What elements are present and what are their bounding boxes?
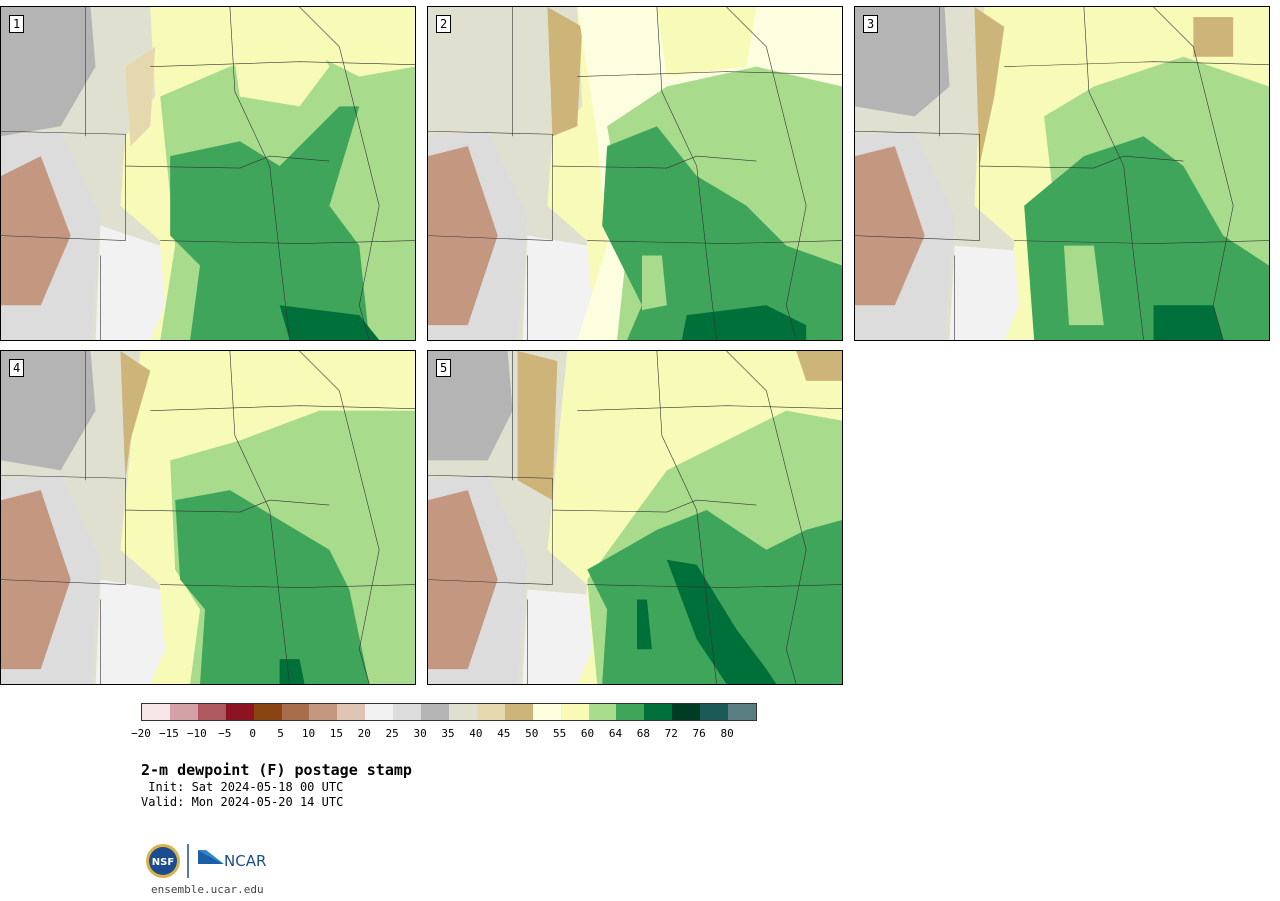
- colorbar-swatch: [616, 704, 645, 720]
- colorbar-tick-label: 15: [329, 727, 343, 740]
- colorbar-swatch: [197, 704, 226, 720]
- chart-title: 2-m dewpoint (F) postage stamp: [141, 761, 412, 779]
- colorbar-tick-label: 76: [692, 727, 706, 740]
- colorbar-swatch: [225, 704, 254, 720]
- colorbar-tick-label: −5: [218, 727, 232, 740]
- colorbar-swatch: [448, 704, 477, 720]
- colorbar-swatch: [253, 704, 282, 720]
- colorbar-tick-label: 68: [636, 727, 650, 740]
- colorbar-tick-label: 5: [277, 727, 284, 740]
- map-panel-3: 3: [854, 6, 1270, 341]
- colorbar-swatch: [644, 704, 673, 720]
- colorbar-tick-label: 30: [413, 727, 427, 740]
- colorbar-tick-label: −10: [186, 727, 207, 740]
- colorbar-tick-label: 55: [553, 727, 567, 740]
- colorbar-swatch: [532, 704, 561, 720]
- dewpoint-map-1: [1, 7, 415, 340]
- panel-label: 4: [9, 359, 25, 377]
- panel-label: 3: [863, 15, 879, 33]
- panel-label: 5: [436, 359, 452, 377]
- colorbar-tick-label: 60: [580, 727, 595, 740]
- colorbar-swatch: [728, 704, 756, 720]
- colorbar-tick-label: 72: [664, 727, 678, 740]
- colorbar-tick-label: −20: [131, 727, 151, 740]
- nsf-logo-text: NSF: [152, 857, 174, 868]
- colorbar-swatch: [560, 704, 589, 720]
- map-panel-4: 4: [0, 350, 416, 685]
- colorbar-tick-label: 40: [469, 727, 483, 740]
- colorbar-swatch: [169, 704, 198, 720]
- map-panel-1: 1: [0, 6, 416, 341]
- colorbar-tick-label: 50: [525, 727, 539, 740]
- colorbar-swatch: [142, 704, 170, 720]
- colorbar-swatch: [281, 704, 310, 720]
- colorbar-swatch: [588, 704, 617, 720]
- dewpoint-map-4: [1, 351, 415, 684]
- colorbar-swatch: [365, 704, 394, 720]
- panel-label: 1: [9, 15, 25, 33]
- colorbar-tick-label: 25: [385, 727, 399, 740]
- ncar-logo-text: NCAR: [224, 852, 266, 870]
- colorbar-swatch: [476, 704, 505, 720]
- colorbar-ticks: −20 −15 −10 −5 0 5 10 15 20 25 30 35 40 45 50 55 60 64 68 7…: [131, 727, 757, 741]
- colorbar-tick-label: 10: [301, 727, 316, 740]
- colorbar-tick-label: 20: [357, 727, 371, 740]
- nsf-ncar-logo: NSF NCAR: [146, 844, 266, 878]
- colorbar-tick-label: 35: [441, 727, 455, 740]
- site-url: ensemble.ucar.edu: [151, 883, 264, 896]
- colorbar: [141, 703, 757, 721]
- colorbar-swatch: [393, 704, 422, 720]
- colorbar-swatch: [504, 704, 533, 720]
- colorbar-swatch: [421, 704, 449, 720]
- panel-label: 2: [436, 15, 452, 33]
- colorbar-swatch: [309, 704, 338, 720]
- logo-area: NSF NCAR: [144, 842, 284, 882]
- map-panel-2: 2: [427, 6, 843, 341]
- map-panel-5: 5: [427, 350, 843, 685]
- colorbar-swatch: [337, 704, 366, 720]
- init-time: Init: Sat 2024-05-18 00 UTC: [141, 780, 344, 794]
- colorbar-swatch: [672, 704, 701, 720]
- dewpoint-map-3: [855, 7, 1269, 340]
- colorbar-tick-label: 64: [608, 727, 623, 740]
- valid-time: Valid: Mon 2024-05-20 14 UTC: [141, 795, 344, 809]
- dewpoint-map-2: [428, 7, 842, 340]
- colorbar-tick-label: 0: [249, 727, 256, 740]
- colorbar-tick-label: 45: [497, 727, 511, 740]
- colorbar-tick-label: −15: [158, 727, 179, 740]
- colorbar-tick-label: 80: [720, 727, 734, 740]
- colorbar-swatch: [700, 704, 729, 720]
- dewpoint-map-5: [428, 351, 842, 684]
